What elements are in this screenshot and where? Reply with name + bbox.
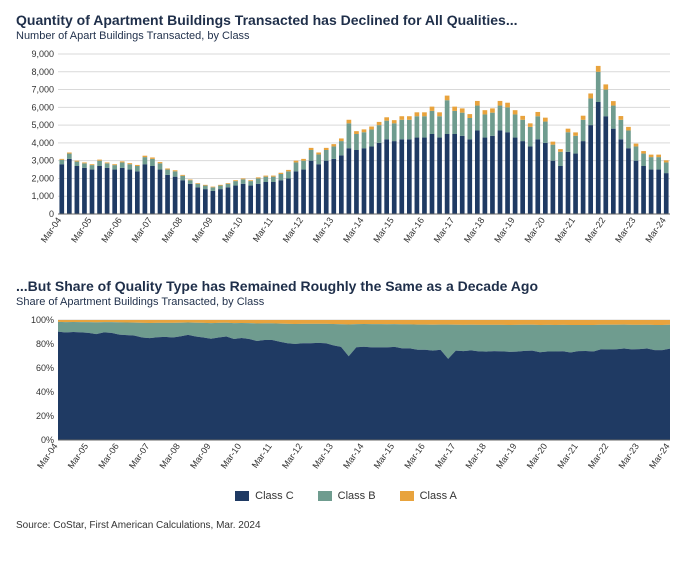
- svg-text:Mar-16: Mar-16: [402, 215, 427, 244]
- svg-text:Mar-24: Mar-24: [643, 215, 668, 244]
- svg-text:Mar-05: Mar-05: [66, 441, 91, 470]
- svg-text:Mar-20: Mar-20: [522, 215, 547, 244]
- svg-text:Mar-09: Mar-09: [188, 441, 213, 470]
- svg-text:8,000: 8,000: [31, 67, 54, 77]
- svg-text:Mar-11: Mar-11: [250, 441, 274, 470]
- svg-text:3,000: 3,000: [31, 156, 54, 166]
- svg-text:Mar-16: Mar-16: [402, 441, 427, 470]
- svg-text:Mar-09: Mar-09: [190, 215, 215, 244]
- svg-text:Mar-22: Mar-22: [586, 441, 611, 470]
- bottom-chart-container: ...But Share of Quality Type has Remaine…: [16, 278, 676, 502]
- svg-text:2,000: 2,000: [31, 173, 54, 183]
- swatch-class-c: [235, 491, 249, 501]
- svg-text:Mar-18: Mar-18: [463, 441, 488, 470]
- svg-text:Mar-24: Mar-24: [647, 441, 672, 470]
- svg-text:Mar-12: Mar-12: [281, 215, 306, 244]
- svg-text:Mar-08: Mar-08: [160, 215, 185, 244]
- bottom-chart-title: ...But Share of Quality Type has Remaine…: [16, 278, 676, 294]
- svg-text:100%: 100%: [31, 316, 54, 325]
- svg-text:Mar-21: Mar-21: [555, 441, 580, 470]
- svg-text:Mar-17: Mar-17: [433, 441, 458, 470]
- top-chart-svg: 01,0002,0003,0004,0005,0006,0007,0008,00…: [16, 50, 676, 260]
- svg-text:Mar-06: Mar-06: [99, 215, 124, 244]
- svg-text:1,000: 1,000: [31, 191, 54, 201]
- top-chart-container: Quantity of Apartment Buildings Transact…: [16, 12, 676, 260]
- svg-text:Mar-04: Mar-04: [39, 215, 64, 244]
- legend: Class C Class B Class A: [16, 490, 676, 502]
- svg-text:Mar-04: Mar-04: [35, 441, 60, 470]
- svg-text:4,000: 4,000: [31, 138, 54, 148]
- svg-text:Mar-06: Mar-06: [96, 441, 121, 470]
- svg-text:7,000: 7,000: [31, 85, 54, 95]
- svg-text:Mar-12: Mar-12: [280, 441, 305, 470]
- svg-text:Mar-08: Mar-08: [157, 441, 182, 470]
- svg-text:Mar-22: Mar-22: [583, 215, 608, 244]
- top-chart-title: Quantity of Apartment Buildings Transact…: [16, 12, 676, 28]
- legend-item-class-c: Class C: [235, 490, 294, 502]
- svg-text:5,000: 5,000: [31, 120, 54, 130]
- swatch-class-b: [318, 491, 332, 501]
- svg-text:Mar-10: Mar-10: [220, 215, 245, 244]
- svg-text:20%: 20%: [36, 411, 54, 421]
- svg-text:Mar-14: Mar-14: [341, 441, 366, 470]
- svg-text:Mar-19: Mar-19: [492, 215, 517, 244]
- legend-label-b: Class B: [338, 490, 376, 502]
- legend-item-class-b: Class B: [318, 490, 376, 502]
- svg-text:Mar-11: Mar-11: [251, 215, 275, 244]
- legend-item-class-a: Class A: [400, 490, 457, 502]
- bottom-chart-subtitle: Share of Apartment Buildings Transacted,…: [16, 296, 676, 308]
- svg-text:Mar-15: Mar-15: [372, 441, 397, 470]
- swatch-class-a: [400, 491, 414, 501]
- legend-label-c: Class C: [255, 490, 294, 502]
- svg-text:Mar-07: Mar-07: [127, 441, 152, 470]
- svg-text:Mar-19: Mar-19: [494, 441, 519, 470]
- svg-text:Mar-20: Mar-20: [525, 441, 550, 470]
- svg-text:Mar-13: Mar-13: [310, 441, 335, 470]
- svg-text:9,000: 9,000: [31, 50, 54, 59]
- svg-text:Mar-14: Mar-14: [341, 215, 366, 244]
- svg-text:40%: 40%: [36, 387, 54, 397]
- svg-text:Mar-05: Mar-05: [69, 215, 94, 244]
- svg-text:Mar-15: Mar-15: [371, 215, 396, 244]
- top-chart-subtitle: Number of Apart Buildings Transacted, by…: [16, 30, 676, 42]
- svg-text:Mar-23: Mar-23: [616, 441, 641, 470]
- svg-text:Mar-13: Mar-13: [311, 215, 336, 244]
- svg-text:Mar-07: Mar-07: [130, 215, 155, 244]
- svg-text:80%: 80%: [36, 339, 54, 349]
- bottom-chart-svg: 0%20%40%60%80%100%Mar-04Mar-05Mar-06Mar-…: [16, 316, 676, 486]
- svg-text:Mar-18: Mar-18: [462, 215, 487, 244]
- svg-text:6,000: 6,000: [31, 102, 54, 112]
- svg-text:60%: 60%: [36, 363, 54, 373]
- legend-label-a: Class A: [420, 490, 457, 502]
- svg-text:Mar-17: Mar-17: [432, 215, 457, 244]
- svg-text:Mar-21: Mar-21: [553, 215, 578, 244]
- svg-text:Mar-10: Mar-10: [219, 441, 244, 470]
- source-line: Source: CoStar, First American Calculati…: [16, 520, 679, 531]
- svg-text:Mar-23: Mar-23: [613, 215, 638, 244]
